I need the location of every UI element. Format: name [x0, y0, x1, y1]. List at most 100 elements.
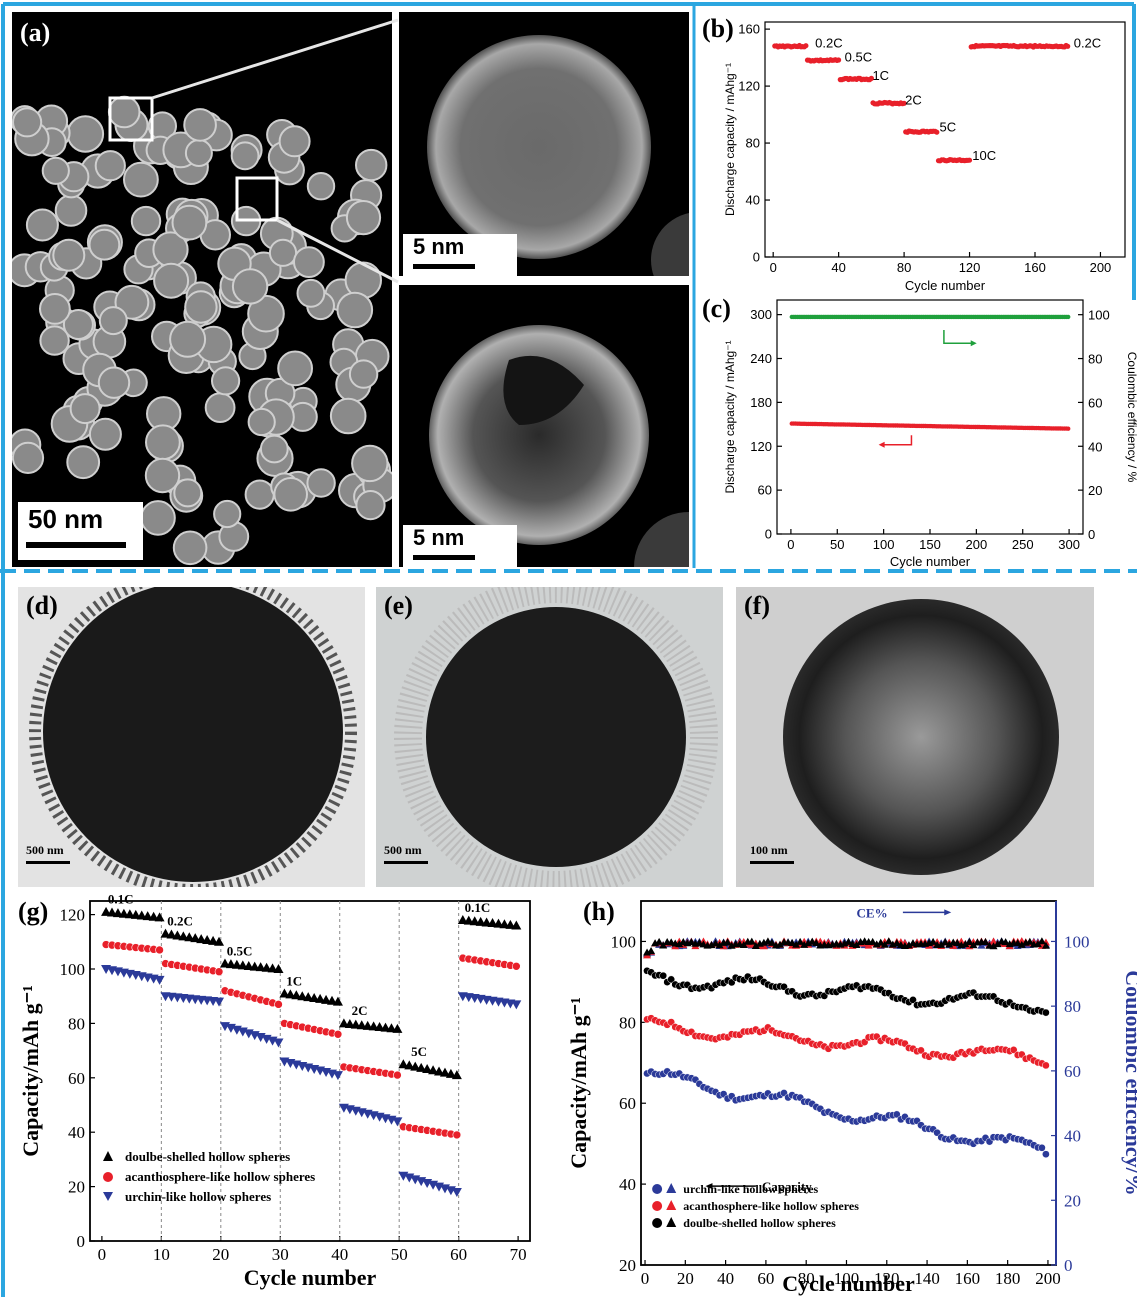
x-tick-label: 100	[834, 1269, 860, 1288]
y-axis-label: Capacity/mAh g⁻¹	[18, 985, 43, 1157]
rate-label: 0.2C	[1074, 35, 1101, 50]
data-point	[273, 1038, 284, 1048]
scale-label-e: 500 nm	[384, 843, 422, 857]
zoom-lines	[108, 18, 399, 284]
data-point	[422, 1064, 433, 1074]
data-point	[451, 1070, 462, 1080]
ce-point	[1013, 939, 1022, 947]
ce-point	[655, 937, 664, 945]
capacity-point	[892, 1110, 901, 1119]
x-axis-label: Cycle number	[890, 554, 971, 569]
data-point	[136, 910, 147, 920]
x-axis-label: Cycle number	[782, 1271, 915, 1296]
data-point	[214, 936, 225, 946]
scale-label-f: 100 nm	[750, 843, 788, 857]
y2-tick-label: 80	[1064, 997, 1081, 1016]
x-tick-label: 60	[757, 1269, 774, 1288]
plot-frame	[764, 21, 1126, 258]
sem-sphere	[12, 441, 45, 474]
y-tick-label: 120	[60, 906, 86, 925]
data-point	[214, 967, 224, 977]
sem-sphere	[172, 530, 208, 566]
data-point	[445, 1068, 456, 1078]
y2-tick-label: 60	[1064, 1062, 1081, 1081]
plot-frame	[89, 900, 531, 1242]
x-tick-label: 40	[831, 260, 845, 275]
data-point	[374, 1022, 385, 1032]
sem-sphere	[230, 141, 260, 171]
data-point	[868, 75, 874, 81]
data-point	[505, 919, 516, 929]
x-tick-label: 180	[995, 1269, 1021, 1288]
sem-sphere	[211, 366, 241, 396]
legend-label: urchin-like hollow spheres	[125, 1189, 271, 1204]
data-point	[457, 915, 468, 925]
panel-label-d: (d)	[26, 591, 58, 620]
capacity-arrow	[883, 435, 913, 446]
rate-label: 0.1C	[465, 900, 491, 915]
sem-sphere	[247, 294, 285, 333]
legend-marker	[652, 1218, 663, 1228]
data-point	[202, 934, 213, 944]
y2-tick-label: 0	[1088, 527, 1095, 542]
data-point	[261, 962, 272, 972]
data-point	[118, 908, 129, 918]
ce-arrowhead	[970, 340, 977, 347]
data-point	[285, 989, 296, 999]
y-tick-label: 40	[68, 1123, 85, 1142]
panel-label-e: (e)	[384, 591, 413, 620]
data-point	[428, 1065, 439, 1075]
data-point	[511, 920, 522, 930]
x-tick-label: 120	[874, 1269, 900, 1288]
sem-sphere	[88, 417, 122, 451]
y2-axis-label: Coulombic efficiency / %	[1125, 352, 1137, 483]
data-point	[315, 993, 326, 1003]
ce-arrowhead	[944, 909, 952, 916]
x-tick-label: 250	[1012, 537, 1034, 552]
ce-point	[659, 941, 668, 949]
data-point	[172, 930, 183, 940]
sem-sphere	[98, 306, 128, 336]
sem-sphere	[231, 268, 269, 305]
data-point	[274, 1000, 283, 1009]
sem-sphere	[247, 407, 276, 437]
sem-sphere	[169, 320, 207, 358]
sem-sphere	[213, 499, 242, 529]
ce-point	[747, 937, 756, 945]
panel-label-c: (c)	[702, 294, 731, 323]
data-point	[380, 1022, 391, 1032]
data-point	[107, 907, 117, 917]
x-tick-label: 140	[914, 1269, 940, 1288]
scale-bar-top	[413, 264, 475, 269]
data-point	[178, 931, 189, 941]
ce-point	[1025, 937, 1034, 945]
x-tick-label: 160	[1024, 260, 1046, 275]
y-tick-label: 40	[619, 1175, 636, 1194]
scale-bar-bottom	[413, 555, 475, 560]
scale-label-bottom: 5 nm	[413, 525, 465, 550]
rate-label: 1C	[286, 973, 302, 988]
sem-sphere	[348, 359, 379, 389]
sem-sphere	[39, 325, 70, 356]
sem-sphere	[122, 161, 159, 198]
y-axis-label: Discharge capacity / mAhg⁻¹	[723, 340, 737, 493]
data-point	[333, 1029, 343, 1039]
panel-label-b: (b)	[702, 14, 734, 43]
data-point	[966, 157, 973, 163]
ce-point	[776, 940, 785, 948]
data-point	[836, 57, 842, 63]
data-point	[196, 934, 207, 944]
y-tick-label: 40	[746, 193, 760, 208]
ce-point	[723, 938, 732, 946]
y2-tick-label: 40	[1064, 1127, 1081, 1146]
data-point	[208, 935, 219, 945]
ce-point	[788, 939, 797, 947]
y-tick-label: 0	[77, 1232, 86, 1251]
data-point	[398, 1059, 409, 1069]
x-tick-label: 200	[1090, 260, 1112, 275]
ce-point	[800, 940, 809, 948]
data-point	[225, 959, 236, 969]
chart-g-rate: 0 10 20 30 40 50 60 70 0 20 40 60 80 100 120 Cycle numb…	[18, 893, 531, 1290]
sem-sphere	[345, 200, 382, 236]
ce-point	[993, 940, 1002, 948]
